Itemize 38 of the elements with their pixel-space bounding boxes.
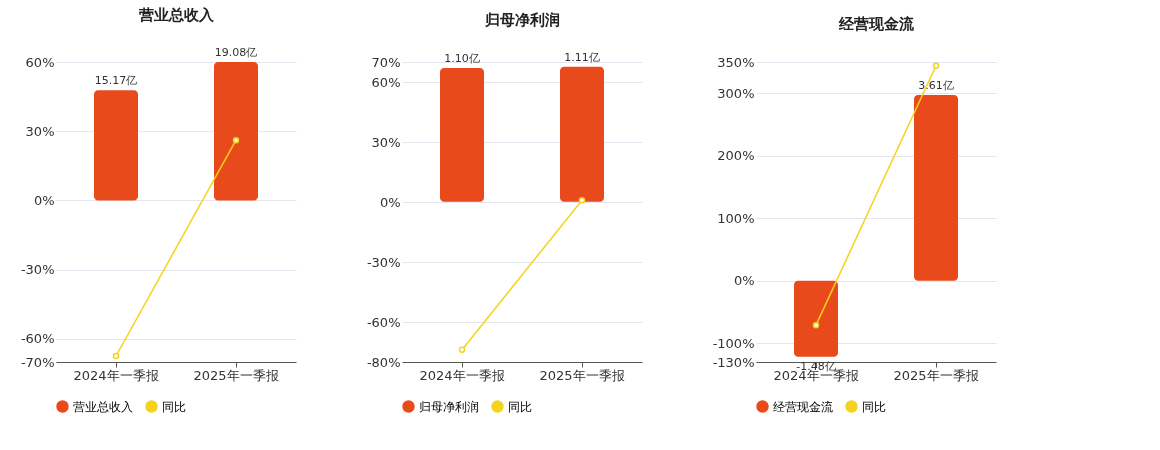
chart-title: 营业总收入 <box>137 6 215 24</box>
y-tick-label: 30% <box>25 123 55 139</box>
y-tick-label: 100% <box>717 210 755 226</box>
y-tick-label: 60% <box>371 74 401 90</box>
x-tick-label: 2025年一季报 <box>193 367 279 383</box>
y-tick-label: 30% <box>371 134 401 150</box>
data-label: 1.10亿 <box>444 52 480 66</box>
chart-title: 归母净利润 <box>483 10 560 29</box>
legend-label: 同比 <box>862 399 886 414</box>
legend-label: 同比 <box>508 399 532 414</box>
x-tick-label: 2024年一季报 <box>73 367 159 383</box>
x-tick-label: 2024年一季报 <box>419 367 505 383</box>
data-label: 1.11亿 <box>564 50 600 64</box>
y-tick-label: -30% <box>366 254 401 270</box>
legend-label: 归母净利润 <box>419 399 479 414</box>
y-tick-label: 0% <box>379 194 401 210</box>
y-tick-label: 0% <box>733 273 755 289</box>
y-tick-label: -80% <box>366 354 401 370</box>
y-tick-label: -60% <box>20 331 55 347</box>
data-label: 15.17亿 <box>94 74 138 88</box>
y-tick-label: 60% <box>25 54 55 70</box>
data-label: 19.08亿 <box>214 46 258 59</box>
y-tick-label: 350% <box>717 54 755 70</box>
legend-label: 同比 <box>162 399 186 414</box>
x-tick-label: 2025年一季报 <box>539 367 625 383</box>
y-tick-label: -70% <box>20 354 55 370</box>
chart-title: 经营现金流 <box>837 15 915 33</box>
y-tick-label: -130% <box>712 354 755 370</box>
legend-label: 营业总收入 <box>73 399 133 414</box>
legend-label: 经营现金流 <box>773 399 833 414</box>
y-tick-label: -100% <box>712 335 755 351</box>
y-tick-label: 300% <box>717 85 755 101</box>
y-tick-label: -30% <box>20 262 55 278</box>
y-tick-label: 0% <box>33 192 55 208</box>
x-tick-label: 2025年一季报 <box>893 367 979 383</box>
y-tick-label: 200% <box>717 148 755 164</box>
y-tick-label: -60% <box>366 314 401 330</box>
y-tick-label: 70% <box>371 54 401 70</box>
